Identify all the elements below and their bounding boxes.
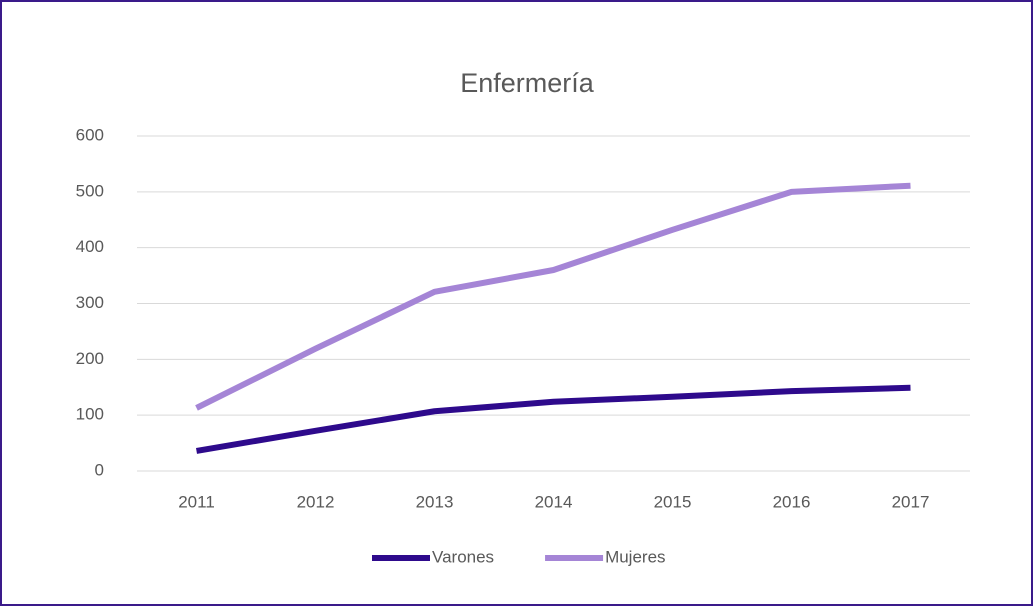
y-tick-label: 0 <box>95 460 104 479</box>
x-tick-label: 2017 <box>892 492 930 511</box>
x-tick-label: 2012 <box>297 492 335 511</box>
y-tick-label: 100 <box>76 405 104 424</box>
y-tick-label: 200 <box>76 349 104 368</box>
x-tick-label: 2011 <box>178 492 215 511</box>
legend-label: Mujeres <box>605 547 665 566</box>
x-tick-label: 2016 <box>773 492 811 511</box>
legend-label: Varones <box>432 547 494 566</box>
line-series <box>196 384 911 454</box>
x-tick-label: 2015 <box>654 492 692 511</box>
chart-title: Enfermería <box>460 68 595 98</box>
y-tick-label: 500 <box>76 181 104 200</box>
y-tick-label: 400 <box>76 237 104 256</box>
x-tick-label: 2014 <box>535 492 573 511</box>
y-tick-label: 300 <box>76 293 104 312</box>
x-tick-label: 2013 <box>416 492 454 511</box>
y-tick-label: 600 <box>76 125 104 144</box>
line-series <box>195 182 911 411</box>
